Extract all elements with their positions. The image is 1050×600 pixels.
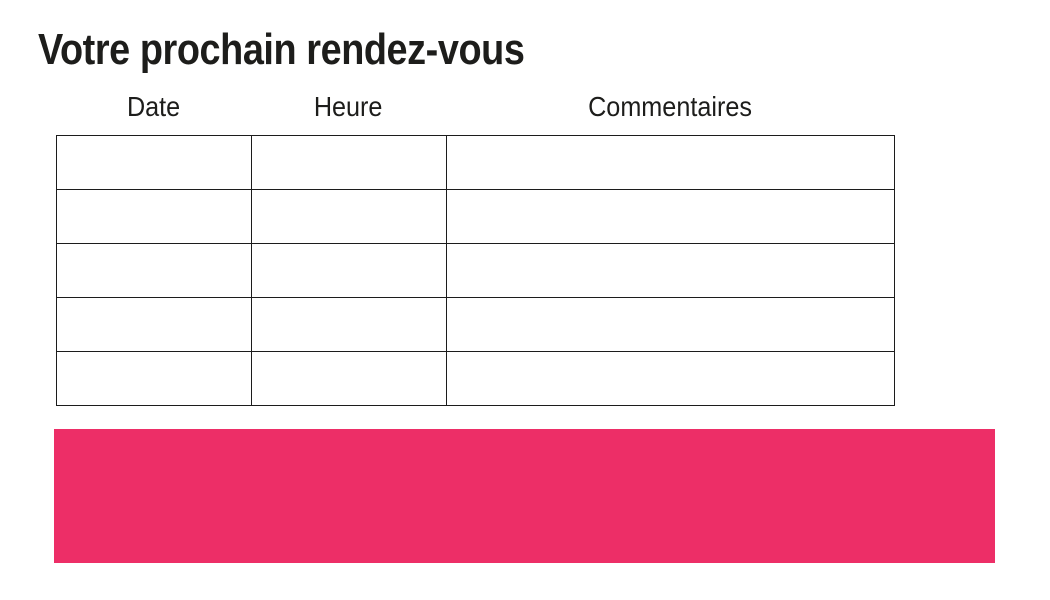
table-row bbox=[56, 135, 895, 190]
table-cell bbox=[56, 351, 252, 406]
table-cell bbox=[251, 243, 447, 298]
appointments-table-body bbox=[56, 135, 895, 406]
table-column-headers: Date Heure Commentaires bbox=[56, 90, 894, 124]
table-cell bbox=[251, 189, 447, 244]
table-cell bbox=[446, 135, 895, 190]
table-row bbox=[56, 243, 895, 298]
table-cell bbox=[56, 297, 252, 352]
table-cell bbox=[446, 351, 895, 406]
column-header-heure: Heure bbox=[251, 90, 446, 124]
table-cell bbox=[251, 351, 447, 406]
table-cell bbox=[446, 297, 895, 352]
accent-block bbox=[54, 429, 995, 563]
table-cell bbox=[56, 189, 252, 244]
column-header-date-label: Date bbox=[126, 91, 181, 122]
table-cell bbox=[56, 243, 252, 298]
column-header-commentaires-label: Commentaires bbox=[588, 91, 752, 122]
column-header-date: Date bbox=[56, 90, 251, 124]
table-cell bbox=[251, 297, 447, 352]
column-header-commentaires: Commentaires bbox=[446, 90, 894, 124]
table-row bbox=[56, 297, 895, 352]
table-cell bbox=[56, 135, 252, 190]
table-row bbox=[56, 351, 895, 406]
table-cell bbox=[446, 189, 895, 244]
appointments-table bbox=[56, 135, 895, 406]
table-cell bbox=[251, 135, 447, 190]
column-header-heure-label: Heure bbox=[314, 91, 383, 122]
table-cell bbox=[446, 243, 895, 298]
table-row bbox=[56, 189, 895, 244]
page-title: Votre prochain rendez-vous bbox=[38, 25, 525, 74]
